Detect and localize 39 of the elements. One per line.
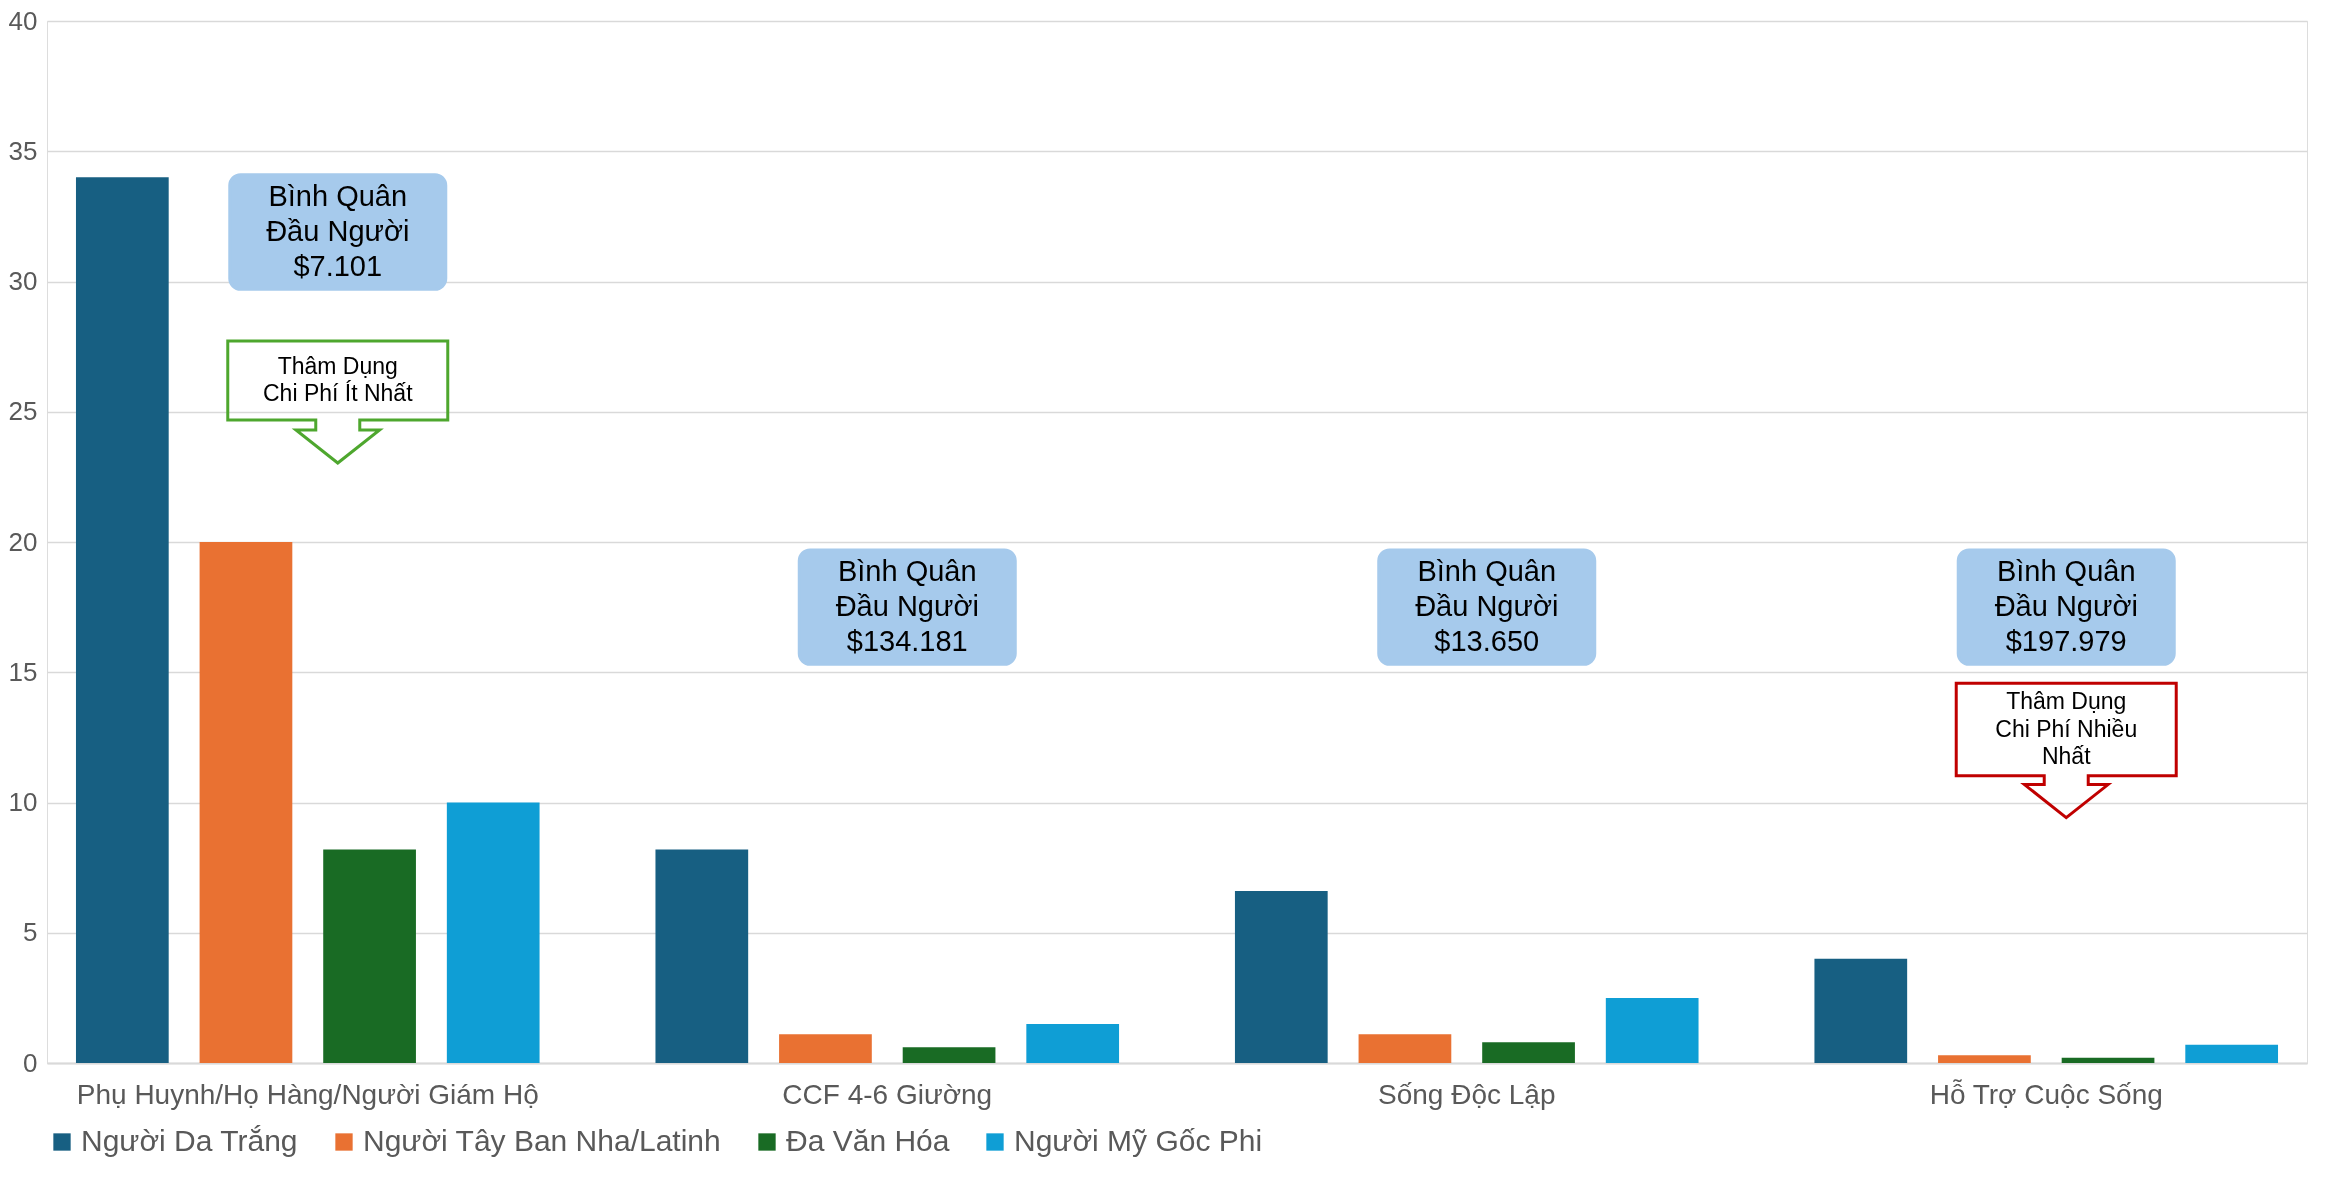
y-tick-label: 20 (8, 526, 38, 557)
annotation: Thâm Dụng Chi Phí Nhiều Nhất (1995, 687, 2138, 770)
x-tick-label: Hỗ Trợ Cuộc Sống (1929, 1078, 2163, 1110)
y-tick-label: 5 (23, 917, 38, 948)
bar (323, 849, 416, 1063)
bar (2185, 1044, 2279, 1063)
x-tick-label: Phụ Huynh/Họ Hàng/Người Giám Hộ (76, 1078, 539, 1110)
bar (779, 1034, 872, 1063)
y-tick-label: 0 (23, 1047, 38, 1078)
x-tick-label: CCF 4-6 Giường (782, 1078, 993, 1110)
legend-label: Người Da Trắng (81, 1124, 298, 1157)
y-tick-label: 25 (8, 396, 38, 427)
legend-label: Người Mỹ Gốc Phi (1014, 1124, 1263, 1157)
bar (655, 849, 749, 1063)
annotation: Thâm Dụng Chi Phí Ít Nhất (262, 352, 414, 407)
bar (2061, 1057, 2155, 1063)
bar (1482, 1042, 1575, 1063)
legend-label: Người Tây Ban Nha/Latinh (363, 1124, 721, 1157)
bar (1234, 891, 1328, 1063)
y-tick-label: 40 (8, 5, 38, 36)
annotation: Bình Quân Đầu Người $13.650 (1415, 555, 1559, 657)
x-tick-label: Sống Độc Lập (1378, 1078, 1556, 1110)
y-tick-label: 10 (8, 787, 38, 817)
bar (1938, 1055, 2031, 1063)
annotation: Bình Quân Đầu Người $197.979 (1994, 555, 2138, 657)
bar (1026, 1023, 1120, 1063)
legend-label: Đa Văn Hóa (786, 1124, 950, 1157)
y-tick-label: 35 (8, 135, 38, 166)
bar (446, 802, 540, 1063)
bar (199, 542, 293, 1063)
annotation: Bình Quân Đầu Người $7.101 (266, 180, 410, 282)
bar (1605, 997, 1699, 1063)
bar (1814, 958, 1908, 1063)
y-tick-label: 15 (8, 656, 38, 687)
y-tick-label: 30 (8, 266, 38, 296)
bar (75, 177, 169, 1063)
bar (902, 1047, 996, 1063)
annotation: Bình Quân Đầu Người $134.181 (835, 555, 979, 657)
bar (1358, 1034, 1452, 1063)
